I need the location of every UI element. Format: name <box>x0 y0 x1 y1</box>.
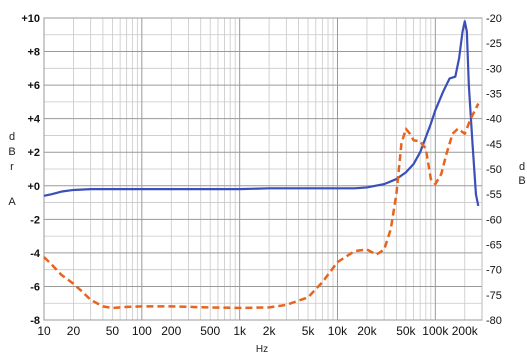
x-tick-label: 200 <box>161 324 181 338</box>
y-left-tick-label: +4 <box>27 114 40 126</box>
x-tick-label: 50 <box>106 324 120 338</box>
x-tick-label: 100k <box>422 324 449 338</box>
y-left-axis-label-letter: B <box>8 146 15 158</box>
y-right-tick-label: -75 <box>486 290 502 302</box>
y-left-tick-label: -6 <box>30 281 40 293</box>
y-right-axis-label-letter: B <box>518 175 525 187</box>
y-right-tick-label: -20 <box>486 13 502 25</box>
y-right-tick-labels: -20 -25 -30 -35 -40 -45 -50 -55 -60 -65 -70 -75 -80 <box>486 13 502 327</box>
x-tick-label: 100 <box>132 324 152 338</box>
y-right-tick-label: -40 <box>486 114 502 126</box>
series-layer <box>43 20 480 310</box>
y-left-tick-label: +6 <box>27 80 40 92</box>
y-left-tick-label: +10 <box>21 13 40 25</box>
y-right-axis-label: d B <box>518 161 525 187</box>
y-right-tick-label: -65 <box>486 240 502 252</box>
y-right-tick-label: -35 <box>486 89 502 101</box>
grid-minor <box>44 18 483 320</box>
y-left-tick-label: -4 <box>30 248 41 260</box>
y-left-tick-label: -2 <box>30 214 40 226</box>
y-left-axis-label: d B r A <box>8 131 16 208</box>
series-line-left-axis <box>43 20 480 207</box>
y-right-tick-label: -60 <box>486 214 502 226</box>
x-tick-label: 2k <box>263 324 277 338</box>
x-tick-label: 200k <box>452 324 479 338</box>
y-right-axis-label-letter: d <box>519 161 525 173</box>
y-left-tick-label: -8 <box>30 315 40 327</box>
x-tick-label: 500 <box>200 324 220 338</box>
y-left-tick-labels: +10 +8 +6 +4 +2 +0 -2 -4 -6 -8 <box>21 13 41 327</box>
x-tick-label: 1k <box>233 324 247 338</box>
y-right-tick-label: -45 <box>486 139 502 151</box>
y-left-tick-label: +2 <box>27 147 40 159</box>
series-line-right-axis <box>43 103 480 310</box>
x-tick-label: 10k <box>328 324 348 338</box>
y-left-tick-label: +8 <box>27 47 40 59</box>
y-right-tick-label: -30 <box>486 63 502 75</box>
y-right-tick-label: -70 <box>486 265 502 277</box>
y-right-tick-label: -50 <box>486 164 502 176</box>
grid-major <box>43 17 482 321</box>
y-left-axis-label-letter: d <box>9 131 15 143</box>
x-tick-labels: 10 20 50 100 200 500 1k 2k 5k 10k 20k 50k 100k 200k <box>37 324 478 338</box>
y-left-axis-label-suffix: A <box>8 196 16 208</box>
y-right-tick-label: -25 <box>486 38 502 50</box>
x-tick-label: 50k <box>396 324 416 338</box>
x-tick-label: 10 <box>37 324 51 338</box>
x-tick-label: 20k <box>357 324 377 338</box>
y-right-tick-label: -55 <box>486 189 502 201</box>
y-left-tick-label: +0 <box>27 181 40 193</box>
y-left-axis-label-letter: r <box>10 161 14 173</box>
x-axis-label: Hz <box>256 344 268 354</box>
x-tick-label: 5k <box>302 324 316 338</box>
x-tick-label: 20 <box>67 324 81 338</box>
y-right-tick-label: -80 <box>486 315 502 327</box>
